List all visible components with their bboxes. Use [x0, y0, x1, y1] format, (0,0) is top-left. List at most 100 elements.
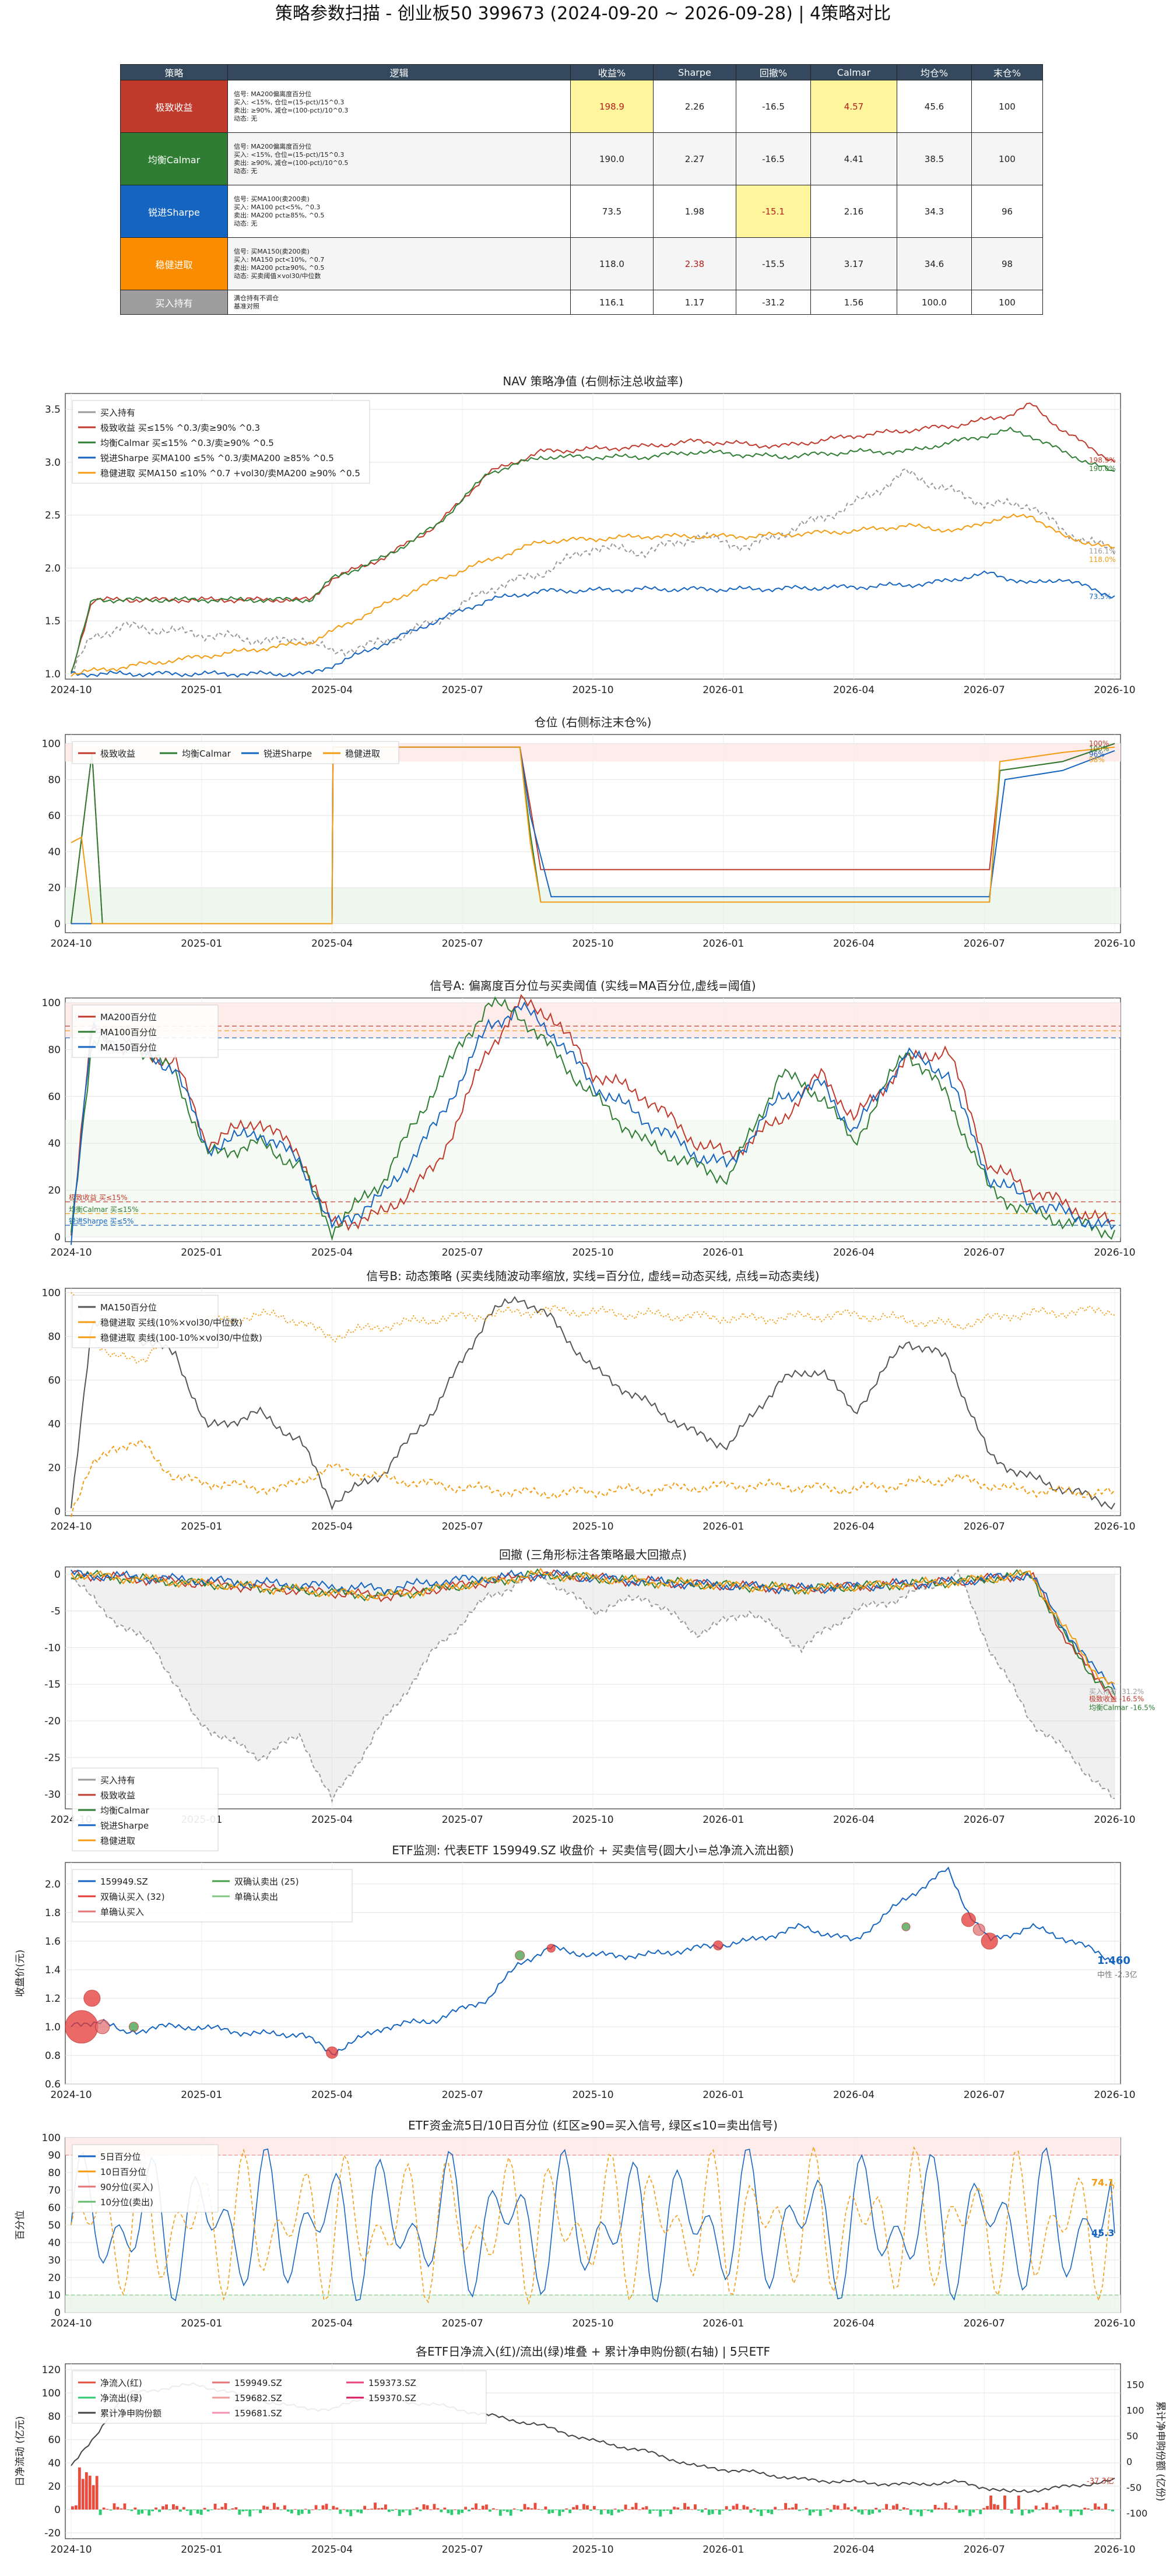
- y-tick-label: 40: [48, 1419, 61, 1431]
- legend-label: 稳健进取 卖线(100-10%×vol30/中位数): [100, 1333, 262, 1343]
- flow-bar: [283, 2505, 286, 2510]
- signal-marker: [546, 1944, 556, 1953]
- y-tick-label-right: 150: [1126, 2379, 1144, 2390]
- end-value-label: 100%: [1089, 745, 1109, 753]
- metric-cell: 45.6: [897, 80, 972, 133]
- end-value-label: 买入持有 -31.2%: [1089, 1687, 1144, 1696]
- end-value-label: 98%: [1089, 755, 1105, 764]
- y-tick-label: 60: [48, 2434, 61, 2446]
- signal-marker: [326, 2046, 338, 2059]
- y-tick-label: 20: [48, 1185, 61, 1197]
- metric-cell: 4.41: [810, 132, 897, 185]
- flow-bar: [307, 2510, 311, 2514]
- flow-bar: [676, 2507, 680, 2510]
- flow-bar: [196, 2510, 199, 2514]
- y-tick-label: 1.2: [45, 1993, 61, 2005]
- x-tick-label: 2026-01: [703, 938, 744, 950]
- x-tick-label: 2025-10: [572, 2544, 613, 2556]
- flow-bar: [631, 2507, 634, 2510]
- flow-bar: [102, 2507, 106, 2510]
- flow-bar: [795, 2503, 798, 2510]
- flow-bar: [161, 2506, 164, 2510]
- legend-label: 159681.SZ: [234, 2408, 282, 2419]
- flow-bar: [1041, 2507, 1045, 2510]
- y-tick-label: 60: [48, 1375, 61, 1387]
- metric-cell: 96: [971, 185, 1043, 238]
- flow-bar: [812, 2510, 815, 2512]
- chart-panel: 仓位 (右侧标注末仓%) 0 20 40 60 80 100 2024-10 2025-01 20…: [42, 715, 1136, 950]
- table-header-row: 策略 逻辑 收益% Sharpe 回撤% Calmar 均仓% 末仓%: [120, 64, 1043, 80]
- flow-bar: [854, 2506, 857, 2510]
- signal-marker: [981, 1932, 998, 1950]
- signal-marker: [901, 1922, 911, 1931]
- flow-bar: [450, 2510, 454, 2515]
- y-tick-label: 50: [48, 2220, 61, 2231]
- y-tick-label: 1.0: [45, 2022, 61, 2033]
- table-row: 买入持有 满仓持有不调仓 基准对照 116.1 1.17 -31.2 1.56 100.0 1…: [120, 290, 1043, 315]
- flow-bar: [165, 2504, 168, 2510]
- flow-bar: [697, 2510, 700, 2511]
- y-tick-label: 10: [48, 2290, 61, 2301]
- legend-label: 累计净申购份额: [100, 2408, 161, 2419]
- legend-label: 均衡Calmar: [182, 748, 231, 759]
- y-tick-label: 80: [48, 1331, 61, 1343]
- series-line: [71, 570, 1115, 678]
- flow-bar: [95, 2476, 99, 2510]
- flow-bar: [394, 2509, 398, 2510]
- flow-bar: [217, 2508, 220, 2510]
- legend-box: [72, 1295, 219, 1348]
- legend-label: 稳健进取 买线(10%×vol30/中位数): [100, 1317, 243, 1328]
- legend-label: 极致收益: [100, 1790, 135, 1801]
- legend-label: 净流入(红): [100, 2378, 142, 2388]
- metric-cell: 34.3: [897, 185, 972, 238]
- flow-bar: [113, 2503, 116, 2510]
- end-value-label: 118.0%: [1089, 556, 1116, 564]
- end-value-label: 96%: [1089, 750, 1105, 758]
- flow-bar: [182, 2507, 185, 2510]
- x-tick-label: 2025-10: [572, 684, 613, 696]
- flow-bar: [996, 2505, 999, 2510]
- flow-bar: [1094, 2503, 1097, 2510]
- y-tick-label-right: -100: [1126, 2508, 1147, 2519]
- flow-bar: [151, 2510, 154, 2511]
- flow-bar: [895, 2504, 898, 2510]
- flow-bar: [791, 2507, 794, 2510]
- flow-bar: [367, 2509, 370, 2510]
- flow-bar: [815, 2510, 819, 2511]
- flow-bar: [627, 2509, 631, 2510]
- metric-cell: 100.0: [897, 290, 972, 315]
- x-tick-label: 2026-01: [703, 1247, 744, 1259]
- chart-panel: 回撤 (三角形标注各策略最大回撤点)0-5-10-15-20-25-302024…: [44, 1548, 1155, 1851]
- flow-bar: [599, 2510, 603, 2515]
- flow-bar: [325, 2504, 328, 2510]
- flow-bar: [666, 2510, 669, 2511]
- y-tick-label: 1.8: [45, 1907, 61, 1919]
- legend-label: MA150百分位: [100, 1042, 157, 1053]
- metric-cell: 73.5: [570, 185, 654, 238]
- x-tick-label: 2026-10: [1094, 2089, 1135, 2101]
- flow-bar: [1017, 2496, 1020, 2510]
- flow-bar: [558, 2510, 561, 2517]
- metric-cell: -15.5: [736, 237, 811, 290]
- series-line: [71, 1568, 1115, 1685]
- chart-panel: 各ETF日净流入(红)/流出(绿)堆叠 + 累计净申购份额(右轴) | 5只ET…: [15, 2345, 1166, 2556]
- metric-cell: -31.2: [736, 290, 811, 315]
- table-row: 稳健进取 信号: 买MA150(卖200卖) 买入: MA150 pct<10%,…: [120, 237, 1043, 290]
- flow-bar: [1097, 2506, 1100, 2510]
- flow-bar: [71, 2506, 74, 2510]
- flow-bar: [798, 2510, 801, 2511]
- y-tick-label: 2.0: [45, 563, 61, 574]
- flow-bar: [993, 2504, 996, 2510]
- flow-bar: [1045, 2503, 1048, 2510]
- x-tick-label: 2026-04: [833, 1521, 874, 1533]
- flow-bar: [958, 2510, 961, 2513]
- flow-bar: [349, 2510, 353, 2517]
- flow-bar: [892, 2505, 895, 2510]
- x-tick-label: 2024-10: [50, 2318, 92, 2329]
- x-tick-label: 2025-04: [311, 1521, 353, 1533]
- x-tick-label: 2025-04: [311, 1247, 353, 1259]
- series-line: [71, 2147, 1115, 2303]
- flow-bar: [185, 2510, 189, 2511]
- flow-bar: [1034, 2505, 1038, 2510]
- flow-bar: [398, 2510, 401, 2517]
